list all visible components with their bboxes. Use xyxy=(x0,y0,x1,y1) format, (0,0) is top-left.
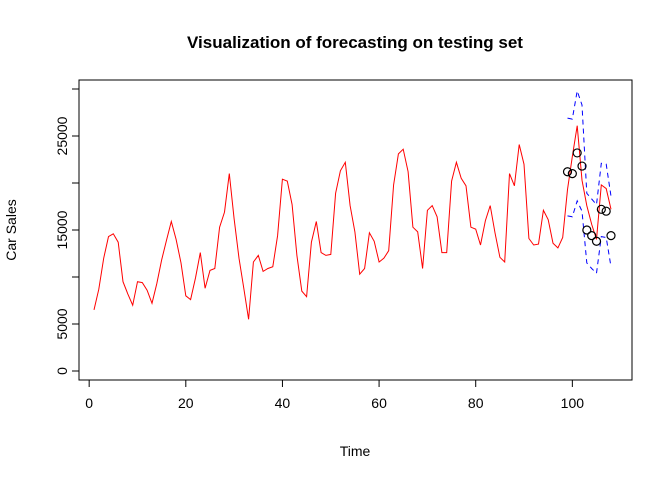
x-axis-label: Time xyxy=(340,443,371,459)
car-sales-line xyxy=(93,125,612,320)
forecast-point xyxy=(591,236,602,246)
y-axis: 0 5000 15000 25000 xyxy=(54,88,80,375)
upper-interval-line xyxy=(567,90,612,206)
forecast-point xyxy=(606,231,616,241)
x-tick-label: 60 xyxy=(371,395,387,411)
chart-title: Visualization of forecasting on testing … xyxy=(187,33,523,52)
x-axis: 0 20 40 60 80 100 xyxy=(85,379,585,411)
x-tick-label: 0 xyxy=(85,395,93,411)
plot-area xyxy=(93,90,616,320)
forecast-point xyxy=(587,231,597,241)
y-tick-label: 5000 xyxy=(54,308,70,339)
forecast-point xyxy=(562,167,573,177)
forecast-point xyxy=(577,161,587,171)
forecast-point xyxy=(582,225,592,235)
forecast-point xyxy=(572,148,582,158)
forecast-point xyxy=(567,169,577,179)
y-tick-label: 0 xyxy=(54,367,70,375)
x-tick-label: 20 xyxy=(178,395,194,411)
y-axis-label: Car Sales xyxy=(3,199,19,260)
forecast-point xyxy=(601,206,611,216)
x-tick-label: 80 xyxy=(468,395,484,411)
x-tick-label: 100 xyxy=(561,395,585,411)
plot-frame xyxy=(78,79,633,381)
forecast-point xyxy=(596,204,606,214)
lower-interval-line xyxy=(567,199,612,275)
y-tick-label: 25000 xyxy=(54,116,70,155)
y-tick-label: 15000 xyxy=(54,210,70,249)
x-tick-label: 40 xyxy=(275,395,291,411)
